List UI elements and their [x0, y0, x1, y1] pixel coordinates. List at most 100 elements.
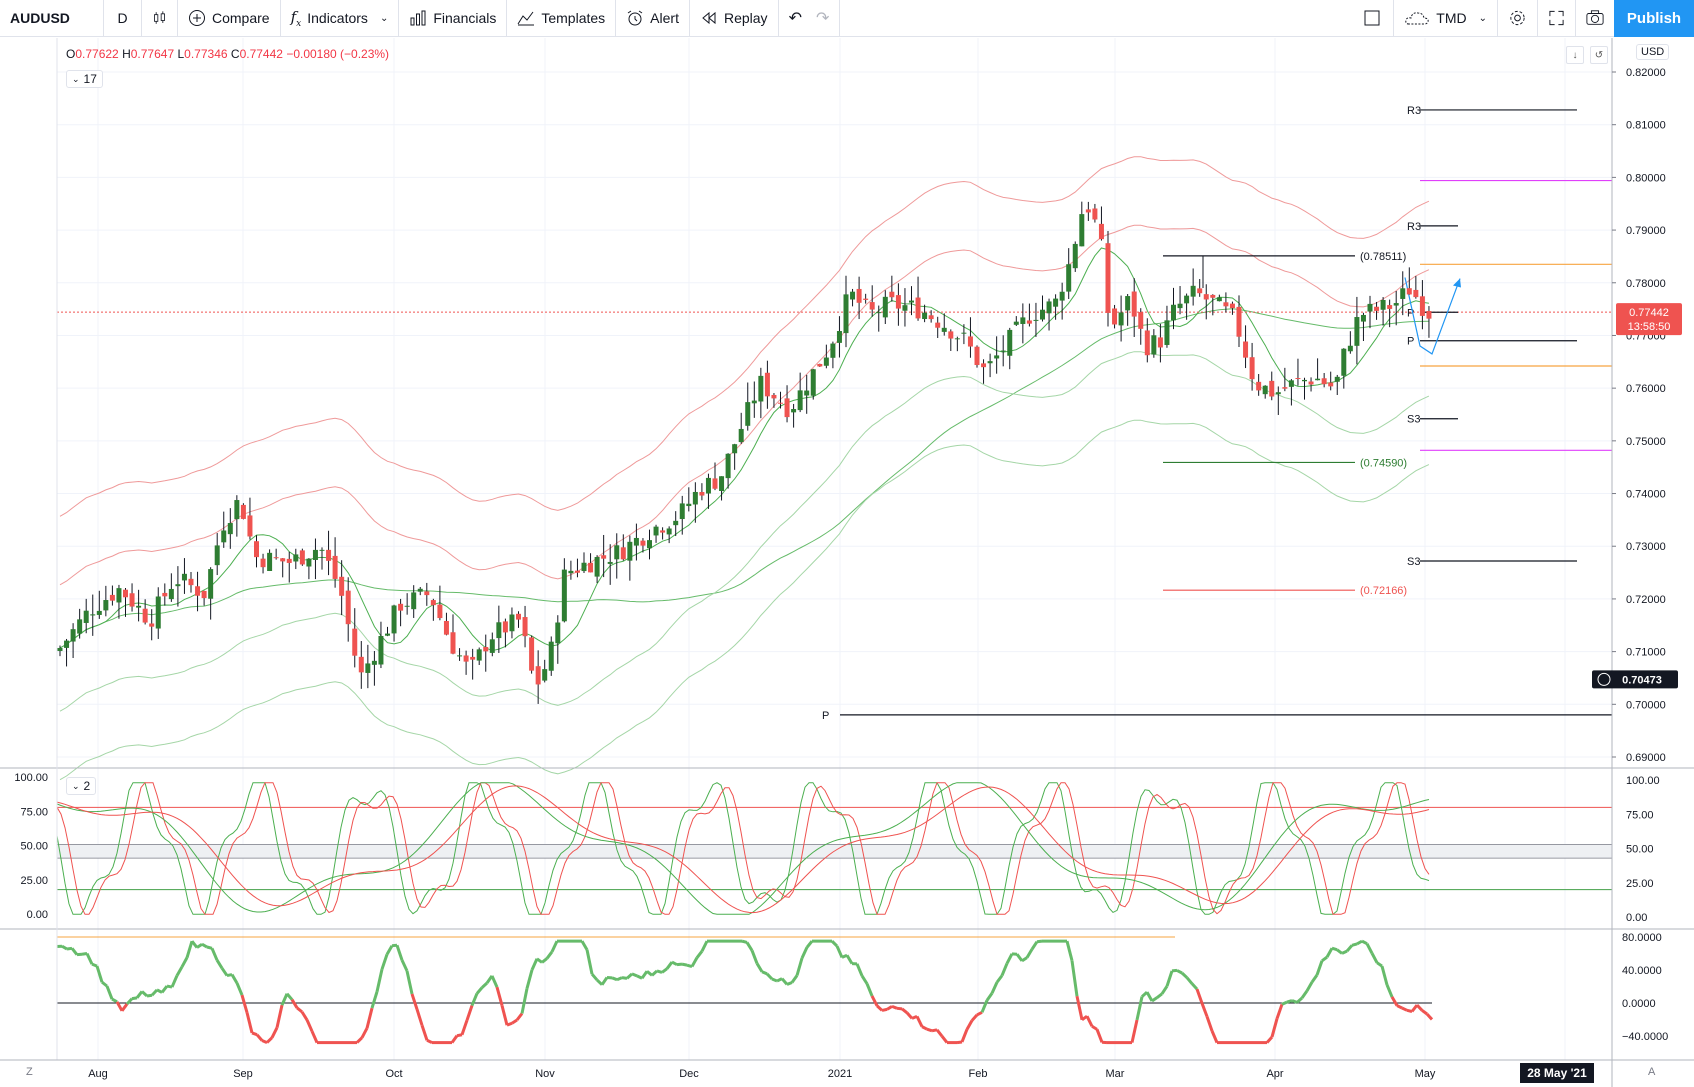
candle-up	[882, 296, 888, 318]
pivot-label: P	[1407, 336, 1414, 348]
momentum-segment	[380, 953, 389, 970]
replay-button[interactable]: Replay	[690, 0, 779, 37]
settings-button[interactable]	[1498, 0, 1538, 37]
candle-up	[319, 549, 325, 551]
candle-down	[1236, 306, 1242, 337]
gear-icon	[1510, 10, 1525, 26]
momentum-segment	[1390, 996, 1399, 1007]
momentum-segment	[1180, 971, 1189, 979]
candle-down	[1223, 302, 1229, 307]
zoom-corner[interactable]: Z	[26, 1066, 33, 1078]
sma-fast-line	[59, 247, 1429, 652]
candle-down	[529, 637, 535, 671]
auto-scale-button[interactable]: A	[1648, 1066, 1656, 1078]
financials-button[interactable]: Financials	[399, 0, 508, 37]
change-value: −0.00180 (−0.23%)	[286, 47, 390, 61]
candle-up	[850, 291, 856, 300]
momentum-segment	[506, 1021, 513, 1027]
momentum-segment	[206, 945, 213, 950]
momentum-segment	[695, 950, 704, 959]
candle-down	[470, 656, 476, 660]
candle-up	[103, 600, 109, 611]
candle-down	[280, 558, 286, 562]
refresh-icon[interactable]: ↺	[1590, 46, 1608, 64]
momentum-segment	[245, 1012, 254, 1034]
candle-up	[496, 622, 502, 639]
momentum-segment	[355, 1036, 364, 1044]
templates-icon	[517, 11, 535, 26]
momentum-segment	[375, 968, 384, 993]
momentum-segment	[1406, 1008, 1413, 1013]
indicators-button[interactable]: fx Indicators ⌄	[281, 0, 400, 37]
candle-up	[810, 369, 816, 396]
candle-up	[1125, 296, 1131, 311]
momentum-segment	[881, 1007, 888, 1012]
candle-down	[1112, 308, 1118, 325]
momentum-segment	[450, 1034, 459, 1044]
candle-up	[1360, 314, 1366, 322]
momentum-segment	[125, 997, 134, 1006]
time-tick-label: Oct	[385, 1068, 402, 1080]
osc-indicators-toggle[interactable]: ⌄ 2	[66, 777, 97, 795]
momentum-segment	[1361, 939, 1368, 945]
momentum-segment	[511, 1018, 518, 1025]
candle-up	[568, 570, 574, 574]
momentum-segment	[901, 1007, 908, 1014]
publish-button[interactable]: Publish	[1614, 0, 1694, 37]
momentum-segment	[1415, 1004, 1424, 1012]
momentum-segment	[931, 1028, 938, 1033]
momentum-segment	[70, 947, 79, 956]
compare-button[interactable]: Compare	[178, 0, 281, 37]
candle-down	[1413, 289, 1419, 298]
screenshot-button[interactable]	[1576, 0, 1614, 37]
momentum-segment	[1321, 955, 1328, 963]
alert-button[interactable]: Alert	[616, 0, 690, 37]
candle-up	[1354, 317, 1360, 346]
redo-icon[interactable]: ↷	[815, 10, 830, 27]
candle-down	[326, 549, 332, 561]
main-indicators-toggle[interactable]: ⌄ 17	[66, 70, 103, 88]
osc-tick-label: 0.00	[1626, 912, 1647, 924]
candle-up	[1302, 379, 1307, 382]
currency-label[interactable]: USD	[1636, 44, 1670, 60]
candle-up	[1020, 317, 1026, 324]
candle-up	[391, 605, 397, 634]
chevron-down-icon[interactable]: ⌄	[1478, 12, 1487, 24]
candle-down	[1295, 378, 1301, 380]
pivot-label: P	[822, 710, 829, 722]
chevron-down-icon[interactable]: ⌄	[379, 12, 389, 24]
compare-label: Compare	[212, 10, 270, 26]
momentum-tick-label: 0.0000	[1622, 998, 1656, 1010]
momentum-segment	[1380, 965, 1389, 986]
interval-button[interactable]: D	[104, 0, 142, 37]
momentum-segment	[1036, 939, 1043, 944]
last-price-text: 0.77442	[1629, 307, 1669, 319]
momentum-segment	[700, 940, 709, 952]
momentum-segment	[1325, 947, 1334, 958]
fullscreen-button[interactable]	[1538, 0, 1576, 37]
layout-button[interactable]	[1350, 0, 1395, 37]
arrow-down-icon[interactable]: ↓	[1566, 46, 1584, 64]
replay-label: Replay	[723, 10, 768, 26]
candle-up	[1000, 350, 1006, 352]
chart-type-button[interactable]	[142, 0, 178, 37]
momentum-segment	[915, 1015, 924, 1028]
candle-up	[961, 332, 967, 334]
candle-up	[791, 409, 797, 413]
camera-icon	[1586, 10, 1604, 25]
symbol-search[interactable]: AUDUSD	[0, 0, 104, 37]
momentum-segment	[750, 949, 759, 964]
momentum-segment	[1286, 999, 1293, 1004]
momentum-segment	[805, 940, 814, 949]
price-tick-label: 0.76000	[1626, 383, 1666, 395]
momentum-segment	[1331, 946, 1338, 952]
momentum-segment	[296, 1006, 303, 1014]
templates-button[interactable]: Templates	[507, 0, 617, 37]
indicator-count: 2	[83, 779, 91, 793]
timezone-button[interactable]: TMD ⌄	[1394, 0, 1498, 37]
undo-icon[interactable]: ↶	[788, 10, 802, 27]
momentum-segment	[105, 985, 114, 1000]
time-tick-label: Nov	[535, 1068, 555, 1080]
momentum-segment	[1370, 952, 1379, 964]
